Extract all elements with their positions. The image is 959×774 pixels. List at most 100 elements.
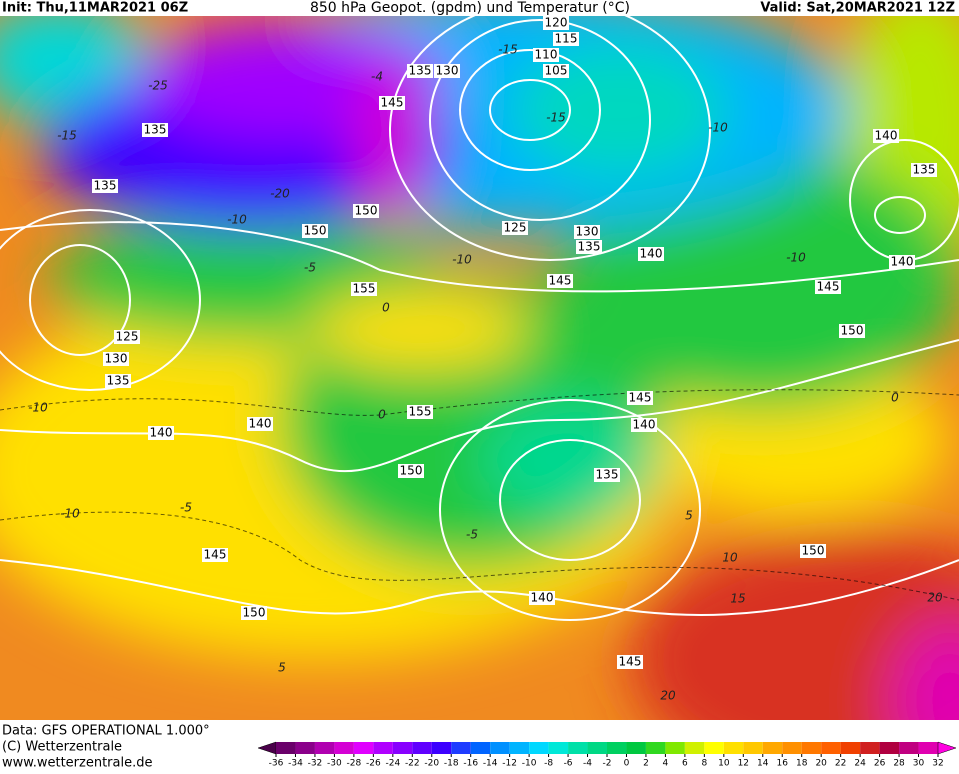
temperature-label: 0 (891, 391, 899, 405)
label-box (148, 426, 174, 440)
label-box (543, 64, 569, 78)
geopotential-label: 155 (409, 405, 432, 419)
colorbar-label: 26 (874, 759, 886, 769)
geopotential-label: 145 (629, 391, 652, 405)
label-box (873, 129, 899, 143)
geopotential-label: 145 (817, 280, 840, 294)
temperature-label: 20 (927, 591, 943, 605)
colorbar-swatch (587, 742, 607, 754)
geopotential-label: 135 (94, 179, 117, 193)
temperature-label: 20 (660, 689, 676, 703)
colorbar-label: -30 (327, 759, 342, 769)
label-box (576, 240, 602, 254)
geopotential-label: 115 (555, 32, 578, 46)
colorbar-swatch (918, 742, 938, 754)
geopotential-label: 145 (381, 96, 404, 110)
temperature-label: -5 (466, 528, 478, 542)
label-box (241, 606, 267, 620)
colorbar-swatch (353, 742, 374, 754)
geopotential-label: 125 (116, 330, 139, 344)
colorbar-swatch (743, 742, 763, 754)
colorbar-swatch (509, 742, 530, 754)
colorbar-swatch (607, 742, 627, 754)
geopotential-label: 145 (619, 655, 642, 669)
data-source: Data: GFS OPERATIONAL 1.000° (2, 724, 210, 739)
geopotential-label: 130 (436, 64, 459, 78)
colorbar-swatch (412, 742, 432, 754)
colorbar-swatch (490, 742, 510, 754)
isotherms (0, 389, 959, 601)
temperature-label: -15 (498, 43, 518, 57)
label-box (574, 225, 600, 239)
label-box (105, 374, 131, 388)
geopotential-label: 135 (578, 240, 601, 254)
colorbar-label: 6 (682, 759, 688, 769)
label-box (543, 16, 569, 30)
geopotential-label: 140 (150, 426, 173, 440)
geopotential-label: 150 (355, 204, 378, 218)
url: www.wetterzentrale.de (2, 756, 152, 771)
colorbar-swatch (860, 742, 880, 754)
label-box (92, 179, 118, 193)
colorbar-label: 32 (932, 759, 943, 769)
temperature-label: 0 (382, 301, 390, 315)
geopotential-label: 150 (400, 464, 423, 478)
label-box (638, 247, 664, 261)
colorbar-label: -20 (424, 759, 439, 769)
geopotential-label: 130 (576, 225, 599, 239)
temperature-label: -5 (304, 261, 316, 275)
colorbar-label: 18 (796, 759, 808, 769)
colorbar-swatch (470, 742, 491, 754)
label-box (627, 391, 653, 405)
label-box (547, 274, 573, 288)
temperature-label: -4 (371, 70, 383, 84)
geopotential-label: 135 (913, 163, 936, 177)
label-box (533, 48, 559, 62)
label-box (631, 418, 657, 432)
colorbar-swatch (782, 742, 802, 754)
temperature-label: -15 (546, 111, 566, 125)
geopotential-label: 140 (249, 417, 272, 431)
label-box (617, 655, 643, 669)
copyright: (C) Wetterzentrale (2, 740, 122, 755)
geopotential-label: 110 (535, 48, 558, 62)
geopotential-label: 140 (531, 591, 554, 605)
colorbar-swatch (431, 742, 452, 754)
geopotential-label: 135 (144, 123, 167, 137)
label-box (351, 282, 377, 296)
colorbar-swatch (529, 742, 549, 754)
colorbar-label: 12 (738, 759, 749, 769)
geopotential-label: 105 (545, 64, 568, 78)
geopotential-label: 140 (891, 255, 914, 269)
colorbar-swatch (276, 742, 296, 754)
temperature-label: -10 (708, 121, 728, 135)
colorbar-label: -24 (385, 759, 400, 769)
temperature-label: -10 (28, 401, 48, 415)
temperature-label: 15 (730, 592, 745, 606)
colorbar-swatch (626, 742, 646, 754)
colorbar-label: 14 (757, 759, 769, 769)
colorbar-swatch (821, 742, 841, 754)
colorbar-label: 30 (913, 759, 925, 769)
colorbar-swatch (899, 742, 919, 754)
geopotential-label: 150 (304, 224, 327, 238)
colorbar-label: -26 (366, 759, 381, 769)
label-box (594, 468, 620, 482)
colorbar-swatch (801, 742, 822, 754)
label-box (529, 591, 555, 605)
colorbar-label: -34 (288, 759, 303, 769)
temperature-label: -20 (270, 187, 290, 201)
colorbar-swatch (840, 742, 861, 754)
colorbar-swatch (392, 742, 413, 754)
colorbar-label: 8 (701, 759, 707, 769)
label-box (247, 417, 273, 431)
colorbar-arrow (257, 741, 277, 755)
header-bar (0, 0, 959, 16)
colorbar-swatch (334, 742, 354, 754)
temperature-label: -10 (60, 507, 80, 521)
geopotential-label: 145 (204, 548, 227, 562)
label-box (142, 123, 168, 137)
geopotential-label: 135 (596, 468, 619, 482)
